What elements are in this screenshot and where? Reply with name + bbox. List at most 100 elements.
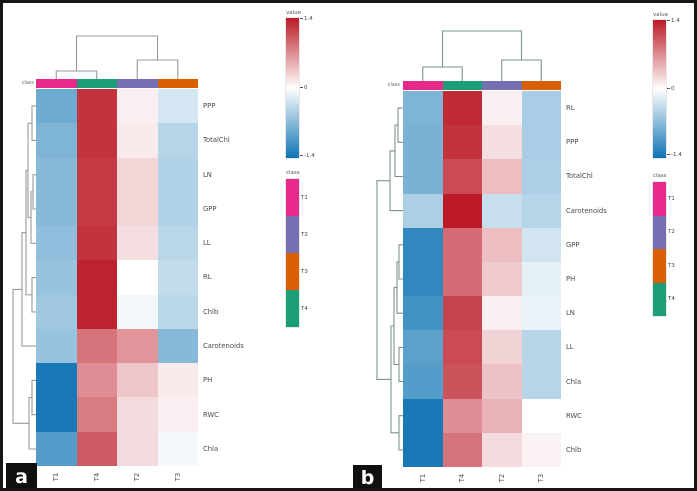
class-legend-item-t2: T2: [653, 215, 675, 249]
column-label: T1: [418, 473, 427, 483]
class-bar-segment-t3: [521, 81, 561, 90]
heatmap-cell: [403, 398, 443, 433]
panel-badge-a: a: [6, 463, 37, 488]
heatmap-cell: [403, 193, 443, 228]
heatmap-cell: [76, 260, 117, 295]
heatmap-cell: [521, 364, 561, 399]
class-legend-label: T4: [301, 305, 308, 312]
row-label: Chlb: [203, 307, 219, 316]
heatmap-cell: [117, 397, 158, 432]
heatmap-cell: [442, 159, 482, 194]
class-legend-title-a: class: [286, 170, 300, 176]
heatmap-cell: [403, 330, 443, 365]
heatmap-cell: [157, 191, 198, 227]
row-label: RWC: [203, 410, 219, 419]
heatmap-cell: [482, 432, 522, 467]
heatmap-cell: [442, 91, 482, 126]
row-label: LL: [566, 343, 574, 352]
row-label: TotalChl: [566, 172, 593, 181]
row-label: LL: [203, 239, 211, 248]
column-labels-b: T1 T4 T2 T3: [403, 470, 561, 488]
value-tick-min-a: -1.4: [300, 153, 315, 159]
heatmap-cell: [482, 125, 522, 160]
heatmap-cell: [157, 328, 198, 364]
column-label: T4: [92, 472, 101, 482]
class-legend-item-t1: T1: [286, 179, 308, 216]
heatmap-cell: [76, 89, 117, 124]
value-legend-title-a: value: [286, 10, 302, 16]
heatmap-cell: [76, 191, 117, 227]
heatmap-cell: [117, 431, 158, 466]
heatmap-cell: [117, 226, 158, 261]
heatmap-cell: [157, 294, 198, 329]
heatmap-cell: [442, 398, 482, 433]
panel-a: class PPP TotalChl LN GPP LL RL Chlb Carotenoid…: [3, 3, 351, 488]
heatmap-cell: [157, 363, 198, 398]
class-legend-item-t1: T1: [653, 182, 675, 216]
row-label: RWC: [566, 411, 582, 420]
class-bar-segment-t2: [117, 79, 158, 88]
class-legend-label: T1: [301, 194, 308, 201]
row-label: Carotenoids: [203, 341, 244, 350]
row-label: PPP: [566, 138, 579, 147]
heatmap-cell: [482, 227, 522, 262]
heatmap-cell: [36, 397, 77, 432]
heatmap-cell: [521, 125, 561, 160]
heatmap-cell: [482, 296, 522, 331]
column-label: T3: [537, 473, 546, 483]
heatmap-cell: [403, 227, 443, 262]
row-label: TotalChl: [203, 136, 230, 145]
class-legend-label: T3: [301, 268, 308, 275]
row-label: Chlb: [566, 445, 582, 454]
heatmap-cell: [442, 296, 482, 331]
column-class-bar-b: [403, 81, 561, 90]
row-label: RL: [203, 273, 212, 282]
heatmap-cell: [442, 364, 482, 399]
class-legend-label: T3: [668, 262, 675, 269]
class-bar-segment-t4: [76, 79, 117, 88]
heatmap-cell: [76, 294, 117, 329]
class-legend-b: T1 T2 T3 T4: [653, 182, 675, 316]
column-label: T4: [458, 473, 467, 483]
heatmap-cell: [403, 91, 443, 126]
class-bar-label: class: [21, 80, 34, 86]
heatmap-cell: [521, 432, 561, 467]
heatmap-cell: [521, 91, 561, 126]
row-label: PPP: [203, 102, 216, 111]
row-label: GPP: [566, 240, 580, 249]
panel-b: class RL PPP TotalChl Carotenoids GPP PH LN LL C…: [351, 3, 694, 488]
class-legend-item-t3: T3: [653, 249, 675, 283]
column-label: T1: [52, 472, 61, 482]
column-class-bar-a: [36, 79, 198, 88]
heatmap-cell: [117, 191, 158, 227]
heatmap-cell: [482, 193, 522, 228]
heatmap-cell: [157, 431, 198, 466]
class-bar-segment-t1: [403, 81, 443, 90]
heatmap-cell: [403, 261, 443, 297]
heatmap-cell: [36, 363, 77, 398]
row-label: Chla: [203, 444, 219, 453]
heatmap-cell: [76, 431, 117, 466]
heatmap-cell: [117, 363, 158, 398]
heatmap-cell: [36, 191, 77, 227]
row-label: LN: [203, 170, 212, 179]
class-bar-segment-t3: [157, 79, 198, 88]
value-tick-min-b: -1.4: [667, 152, 682, 158]
row-labels-b: RL PPP TotalChl Carotenoids GPP PH LN LL Chla RWC…: [566, 91, 626, 467]
heatmap-cell: [117, 157, 158, 192]
heatmap-cell: [442, 227, 482, 262]
class-legend-label: T2: [668, 229, 675, 236]
heatmap-cell: [482, 330, 522, 365]
heatmap-cell: [117, 123, 158, 158]
heatmap-cell: [76, 363, 117, 398]
panel-badge-b: b: [353, 465, 382, 488]
heatmap-cell: [36, 157, 77, 192]
value-tick-max-a: 1.4: [300, 16, 313, 22]
heatmap-cell: [521, 227, 561, 262]
class-legend-label: T4: [668, 296, 675, 303]
heatmap-cell: [442, 432, 482, 467]
heatmap-cell: [521, 398, 561, 433]
row-label: GPP: [203, 204, 217, 213]
heatmap-cell: [117, 294, 158, 329]
